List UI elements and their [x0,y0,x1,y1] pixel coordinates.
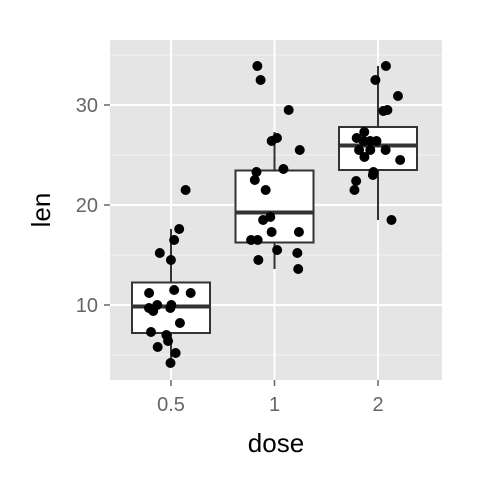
x-axis: 0.5 1 2 [157,380,384,416]
data-point [292,248,303,258]
data-point [165,303,176,313]
data-point [253,255,264,265]
data-point [392,91,403,101]
data-point [146,327,157,337]
x-tick-label: 2 [372,394,383,416]
y-tick-label: 20 [76,195,98,217]
data-point [255,75,266,85]
data-point [371,136,382,146]
data-point [382,105,393,115]
data-point [170,348,181,358]
y-tick-label: 10 [76,295,98,317]
y-axis: 10 20 30 [76,95,110,317]
data-point [258,215,269,225]
data-point [271,133,282,143]
data-point [251,167,262,177]
data-point [174,318,185,328]
data-point [169,235,180,245]
data-point [266,227,277,237]
data-point [260,185,271,195]
data-point [349,185,360,195]
data-point [351,176,362,186]
data-point [144,288,155,298]
data-point [386,215,397,225]
data-point [370,75,381,85]
data-point [380,145,391,155]
data-point [152,342,163,352]
data-point [272,245,283,255]
data-point [380,61,391,71]
data-point [351,133,362,143]
data-point [368,167,379,177]
box-iqr [338,126,418,171]
data-point [148,306,159,316]
y-axis-title: len [26,193,56,228]
data-point [180,185,191,195]
data-point [165,358,176,368]
data-point [165,255,176,265]
data-point [249,175,260,185]
data-point [174,224,185,234]
data-point [161,330,172,340]
x-tick-label: 1 [269,394,280,416]
data-point [293,227,304,237]
data-points [143,61,406,368]
data-point [359,127,370,137]
data-point [365,145,376,155]
data-point [246,235,257,245]
data-point [354,145,365,155]
y-tick-label: 30 [76,95,98,117]
data-point [293,264,304,274]
data-point [283,105,294,115]
data-point [395,155,406,165]
data-point [154,248,165,258]
data-point [294,145,305,155]
data-point [252,61,263,71]
data-point [169,285,180,295]
data-point [185,288,196,298]
x-axis-title: dose [248,428,304,458]
data-point [278,164,289,174]
x-tick-label: 0.5 [157,394,185,416]
data-point [359,152,370,162]
